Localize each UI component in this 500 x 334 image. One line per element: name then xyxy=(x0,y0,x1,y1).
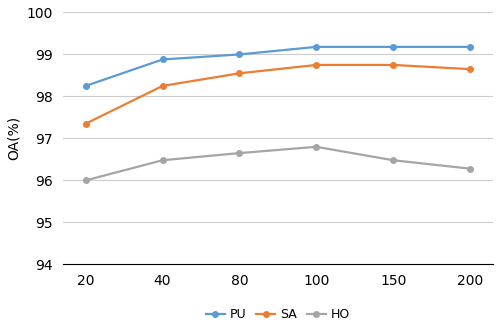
HO xyxy=(82,178,88,182)
PU xyxy=(160,57,166,61)
SA xyxy=(160,84,166,88)
SA xyxy=(314,63,320,67)
HO xyxy=(160,158,166,162)
PU xyxy=(390,45,396,49)
HO xyxy=(390,158,396,162)
Legend: PU, SA, HO: PU, SA, HO xyxy=(201,303,355,326)
PU xyxy=(82,84,88,88)
Line: PU: PU xyxy=(83,44,473,89)
HO xyxy=(236,151,242,155)
SA xyxy=(467,67,473,71)
PU xyxy=(467,45,473,49)
SA xyxy=(390,63,396,67)
PU xyxy=(236,52,242,56)
Y-axis label: OA(%): OA(%) xyxy=(7,116,21,160)
HO xyxy=(467,167,473,171)
Line: SA: SA xyxy=(83,62,473,127)
SA xyxy=(236,71,242,75)
PU xyxy=(314,45,320,49)
HO xyxy=(314,145,320,149)
Line: HO: HO xyxy=(83,144,473,183)
SA xyxy=(82,122,88,126)
